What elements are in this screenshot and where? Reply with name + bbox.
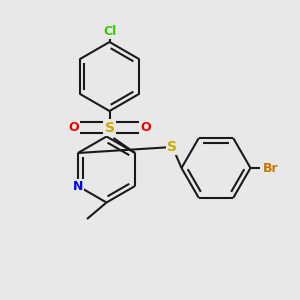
- Text: Cl: Cl: [103, 25, 116, 38]
- Text: O: O: [140, 121, 151, 134]
- Text: O: O: [68, 121, 79, 134]
- Text: S: S: [167, 140, 178, 154]
- Text: Br: Br: [262, 161, 278, 175]
- Text: S: S: [104, 121, 115, 134]
- Text: N: N: [73, 179, 83, 193]
